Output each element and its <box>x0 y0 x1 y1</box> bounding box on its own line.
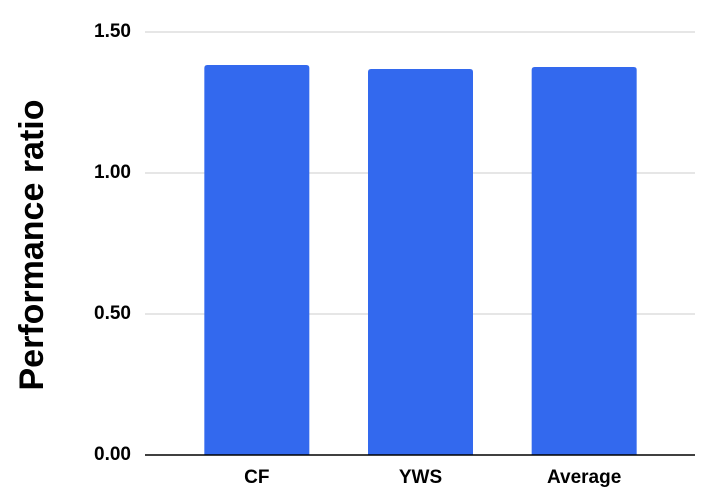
y-tick-label: 1.00 <box>94 162 131 183</box>
y-tick-label: 1.50 <box>94 21 131 42</box>
x-tick-label: CF <box>244 467 269 488</box>
bar <box>531 66 637 455</box>
y-axis-title: Performance ratio <box>13 100 51 391</box>
bar <box>204 64 310 455</box>
y-tick-label: 0.50 <box>94 303 131 324</box>
x-tick-label: YWS <box>399 467 442 488</box>
y-tick-label: 0.00 <box>94 444 131 465</box>
x-tick-label: Average <box>547 467 621 488</box>
bar <box>368 68 473 455</box>
